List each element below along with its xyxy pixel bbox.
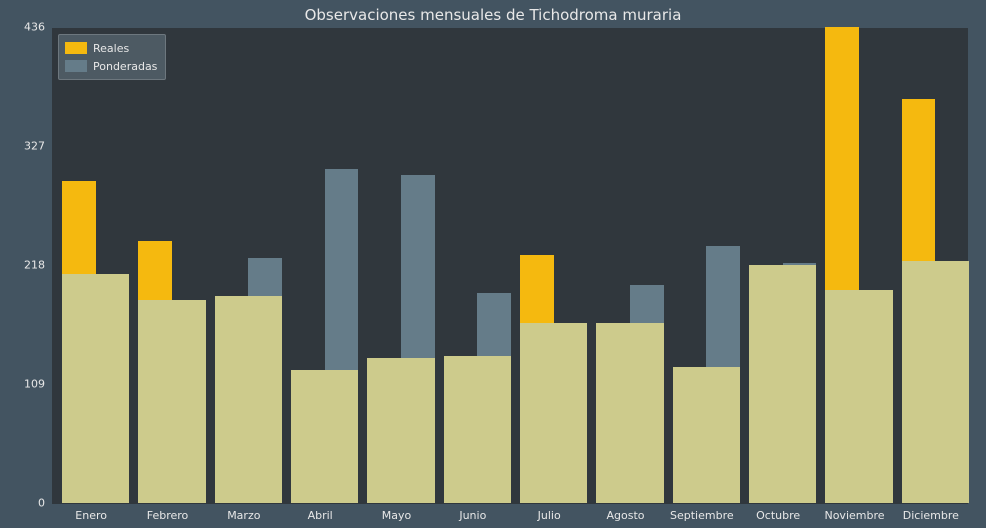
xtick-label: Noviembre [824, 503, 884, 522]
legend-swatch [65, 42, 87, 54]
xtick-label: Enero [75, 503, 107, 522]
bar-overlay [935, 261, 969, 503]
bar-overlay [825, 290, 859, 503]
xtick-label: Junio [459, 503, 486, 522]
bar-overlay [248, 296, 282, 503]
bar-overlay [138, 300, 172, 503]
ytick-label: 436 [24, 21, 53, 34]
bar-overlay [596, 323, 630, 503]
bar-overlay [477, 356, 511, 503]
legend-label: Ponderadas [93, 60, 157, 73]
bar-overlay [444, 356, 478, 503]
chart-title: Observaciones mensuales de Tichodroma mu… [0, 6, 986, 24]
xtick-label: Diciembre [903, 503, 959, 522]
bar-overlay [367, 358, 401, 503]
bar-overlay [554, 323, 588, 503]
legend-label: Reales [93, 42, 129, 55]
bar-overlay [706, 367, 740, 503]
bar-overlay [172, 300, 206, 503]
ytick-label: 0 [38, 497, 53, 510]
xtick-label: Agosto [606, 503, 644, 522]
xtick-label: Julio [538, 503, 561, 522]
ytick-label: 109 [24, 378, 53, 391]
legend-swatch [65, 60, 87, 72]
bar-overlay [401, 358, 435, 503]
bar-overlay [215, 296, 249, 503]
xtick-label: Febrero [147, 503, 189, 522]
ytick-label: 327 [24, 140, 53, 153]
bar-overlay [520, 323, 554, 503]
xtick-label: Octubre [756, 503, 800, 522]
bar-overlay [859, 290, 893, 503]
xtick-label: Septiembre [670, 503, 734, 522]
bar-overlay [630, 323, 664, 503]
legend-item: Ponderadas [65, 57, 157, 75]
xtick-label: Abril [308, 503, 333, 522]
chart-figure: Observaciones mensuales de Tichodroma mu… [0, 0, 986, 528]
bar-overlay [673, 367, 707, 503]
xtick-label: Marzo [227, 503, 260, 522]
bar-overlay [62, 274, 96, 503]
bar-overlay [291, 370, 325, 503]
chart-axes: 0109218327436EneroFebreroMarzoAbrilMayoJ… [52, 28, 968, 504]
ytick-label: 218 [24, 259, 53, 272]
bar-overlay [325, 370, 359, 503]
legend-item: Reales [65, 39, 157, 57]
bar-overlay [783, 265, 817, 503]
bar-overlay [902, 261, 936, 503]
bar-overlay [96, 274, 130, 503]
legend: Reales Ponderadas [58, 34, 166, 80]
xtick-label: Mayo [382, 503, 411, 522]
bar-overlay [749, 265, 783, 503]
